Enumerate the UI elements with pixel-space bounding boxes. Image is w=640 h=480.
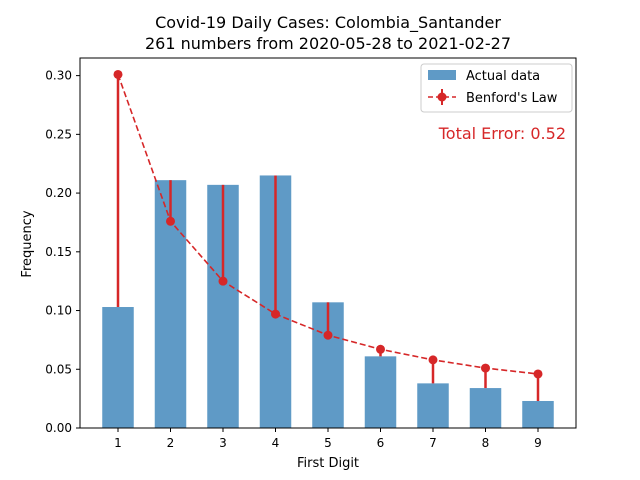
x-tick-label: 7 [429,436,437,450]
x-tick-label: 6 [377,436,385,450]
bar-digit-7 [417,383,449,428]
legend-swatch-actual-data [428,70,456,80]
x-tick-label: 9 [534,436,542,450]
bar-digit-6 [364,356,397,428]
axes-layer: 0.00 0.05 0.10 0.15 0.20 0.25 0.30 1 2 3 4 5 6 7 8 9 [45,57,577,450]
errorbars-layer [116,74,540,401]
y-tick-label: 0.05 [45,362,72,376]
y-tick-label: 0.15 [45,245,72,259]
benford-point-digit-8 [481,363,490,373]
benford-point-digit-2 [166,216,175,226]
benford-line-layer [113,69,543,379]
y-tick-label: 0.00 [45,421,72,435]
benford-point-digit-6 [376,344,385,354]
x-tick-label: 4 [272,436,280,450]
bar-digit-8 [469,388,502,428]
chart-subtitle: 261 numbers from 2020-05-28 to 2021-02-2… [145,34,511,53]
bar-digit-9 [522,400,554,428]
x-tick-label: 5 [324,436,332,450]
x-axis-label: First Digit [297,456,359,471]
x-tick-label: 2 [167,436,175,450]
x-tick-label: 8 [482,436,490,450]
y-axis-label: Frequency [20,210,35,277]
legend: Actual data Benford's Law [420,63,573,113]
benford-point-digit-4 [271,309,280,319]
y-tick-label: 0.25 [45,127,72,141]
legend-label-actual-data: Actual data [466,69,540,84]
legend-swatch-benfords-law-marker [437,92,447,102]
legend-label-benfords-law: Benford's Law [466,91,558,106]
x-tick-label: 1 [114,436,122,450]
bar-digit-1 [102,307,134,428]
benford-point-digit-1 [113,69,123,79]
total-error-annotation: Total Error: 0.52 [438,124,566,143]
y-tick-label: 0.20 [45,186,72,200]
benford-point-digit-5 [323,330,333,340]
benford-point-digit-7 [428,355,438,365]
y-tick-label: 0.10 [45,304,72,318]
benford-point-digit-9 [533,369,543,379]
x-tick-label: 3 [219,436,227,450]
chart-title: Covid-19 Daily Cases: Colombia_Santander [155,13,501,33]
legend-box [420,63,573,113]
y-tick-label: 0.30 [45,69,72,83]
benford-point-digit-3 [218,276,228,286]
